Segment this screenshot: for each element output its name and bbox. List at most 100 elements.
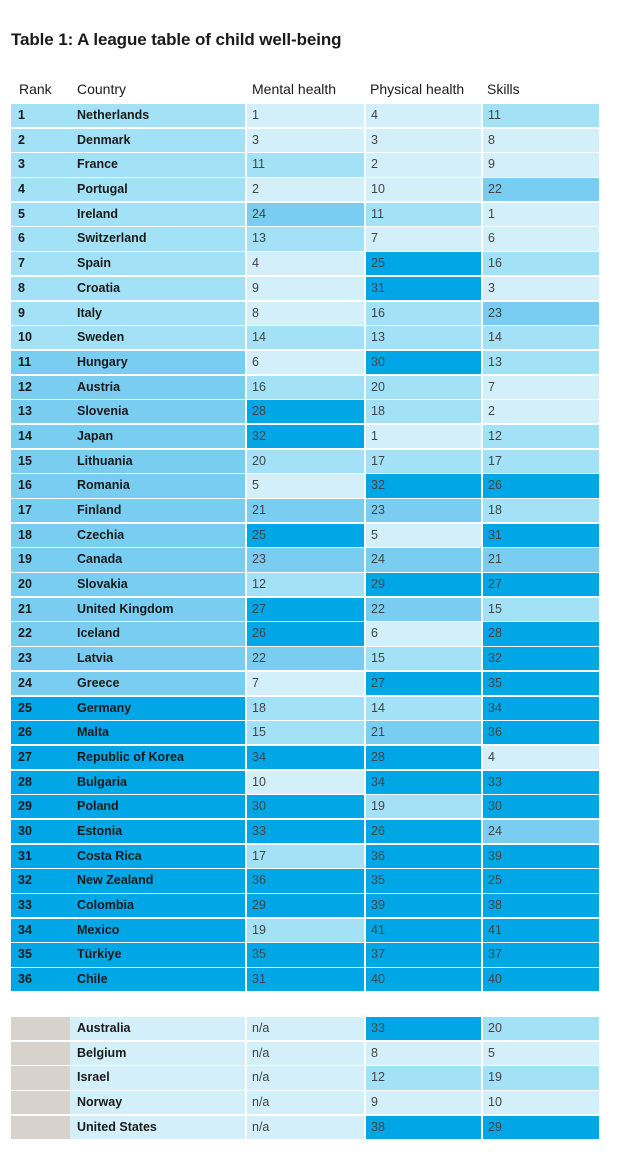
physical-health-cell: 12 — [366, 1066, 481, 1090]
rank-cell: 31 — [11, 844, 70, 868]
country-cell: Costa Rica — [70, 844, 245, 868]
skills-cell: 12 — [483, 424, 599, 449]
rank-cell: 29 — [11, 795, 70, 819]
rank-cell: 20 — [11, 573, 70, 597]
mental-health-cell: 36 — [247, 869, 364, 893]
physical-health-cell: 34 — [366, 770, 481, 794]
mental-health-cell: n/a — [247, 1017, 364, 1041]
rank-cell: 24 — [11, 671, 70, 695]
skills-cell: 17 — [483, 449, 599, 473]
physical-health-cell: 15 — [366, 647, 481, 671]
mental-health-cell: 30 — [247, 795, 364, 819]
country-cell: Colombia — [70, 894, 245, 918]
skills-cell: 28 — [483, 622, 599, 646]
country-cell: Republic of Korea — [70, 745, 245, 770]
header-country: Country — [77, 81, 127, 97]
country-cell: Netherlands — [70, 104, 245, 128]
rank-cell — [11, 1017, 70, 1041]
rank-cell: 14 — [11, 424, 70, 449]
physical-health-cell: 24 — [366, 548, 481, 572]
rank-cell — [11, 1066, 70, 1090]
mental-health-cell: 10 — [247, 770, 364, 794]
skills-cell: 10 — [483, 1091, 599, 1115]
skills-cell: 24 — [483, 819, 599, 844]
rank-cell: 21 — [11, 597, 70, 621]
country-cell: Ireland — [70, 202, 245, 226]
header-mental-health: Mental health — [252, 81, 337, 97]
mental-health-cell: 18 — [247, 696, 364, 720]
mental-health-cell: 29 — [247, 894, 364, 918]
mental-health-cell: 33 — [247, 819, 364, 844]
mental-health-cell: 26 — [247, 622, 364, 646]
physical-health-cell: 39 — [366, 894, 481, 918]
header-rank: Rank — [19, 81, 52, 97]
country-cell: France — [70, 153, 245, 177]
physical-health-cell: 22 — [366, 597, 481, 621]
country-cell: Czechia — [70, 523, 245, 547]
country-cell: Romania — [70, 474, 245, 498]
rank-cell: 4 — [11, 178, 70, 202]
mental-health-cell: 25 — [247, 523, 364, 547]
skills-cell: 18 — [483, 499, 599, 523]
skills-cell: 20 — [483, 1017, 599, 1041]
physical-health-cell: 11 — [366, 202, 481, 226]
mental-health-cell: 2 — [247, 178, 364, 202]
rank-cell: 9 — [11, 301, 70, 325]
rank-cell: 15 — [11, 449, 70, 473]
physical-health-cell: 19 — [366, 795, 481, 819]
physical-health-cell: 33 — [366, 1017, 481, 1041]
skills-cell: 23 — [483, 301, 599, 325]
rank-cell: 25 — [11, 696, 70, 720]
physical-health-cell: 16 — [366, 301, 481, 325]
skills-cell: 7 — [483, 375, 599, 399]
mental-health-cell: 27 — [247, 597, 364, 621]
mental-health-cell: 9 — [247, 276, 364, 300]
skills-cell: 3 — [483, 276, 599, 300]
country-cell: Japan — [70, 424, 245, 449]
table-title: Table 1: A league table of child well-be… — [11, 30, 342, 49]
physical-health-cell: 21 — [366, 721, 481, 745]
mental-health-cell: 3 — [247, 128, 364, 152]
country-cell: Slovenia — [70, 400, 245, 424]
mental-health-cell: 31 — [247, 968, 364, 992]
country-cell: Belgium — [70, 1041, 245, 1065]
mental-health-cell: 7 — [247, 671, 364, 695]
mental-health-cell: 15 — [247, 721, 364, 745]
skills-cell: 1 — [483, 202, 599, 226]
country-cell: Portugal — [70, 178, 245, 202]
rank-cell: 7 — [11, 252, 70, 276]
rank-cell: 19 — [11, 548, 70, 572]
rank-cell: 8 — [11, 276, 70, 300]
rank-cell: 36 — [11, 968, 70, 992]
country-cell: Switzerland — [70, 227, 245, 251]
mental-health-cell: n/a — [247, 1091, 364, 1115]
skills-cell: 32 — [483, 647, 599, 671]
mental-health-cell: 34 — [247, 745, 364, 770]
skills-cell: 9 — [483, 153, 599, 177]
mental-health-cell: 22 — [247, 647, 364, 671]
skills-cell: 34 — [483, 696, 599, 720]
physical-health-cell: 20 — [366, 375, 481, 399]
physical-health-cell: 26 — [366, 819, 481, 844]
physical-health-cell: 29 — [366, 573, 481, 597]
rank-cell: 2 — [11, 128, 70, 152]
country-cell: Slovakia — [70, 573, 245, 597]
skills-cell: 4 — [483, 745, 599, 770]
country-cell: Spain — [70, 252, 245, 276]
physical-health-cell: 7 — [366, 227, 481, 251]
skills-cell: 19 — [483, 1066, 599, 1090]
country-cell: Canada — [70, 548, 245, 572]
physical-health-cell: 38 — [366, 1115, 481, 1139]
mental-health-cell: 21 — [247, 499, 364, 523]
physical-health-cell: 35 — [366, 869, 481, 893]
mental-health-cell: 35 — [247, 943, 364, 967]
country-cell: Croatia — [70, 276, 245, 300]
skills-cell: 27 — [483, 573, 599, 597]
mental-health-cell: 16 — [247, 375, 364, 399]
mental-health-cell: 4 — [247, 252, 364, 276]
skills-cell: 2 — [483, 400, 599, 424]
country-cell: Bulgaria — [70, 770, 245, 794]
country-cell: Iceland — [70, 622, 245, 646]
country-cell: Denmark — [70, 128, 245, 152]
physical-health-cell: 3 — [366, 128, 481, 152]
